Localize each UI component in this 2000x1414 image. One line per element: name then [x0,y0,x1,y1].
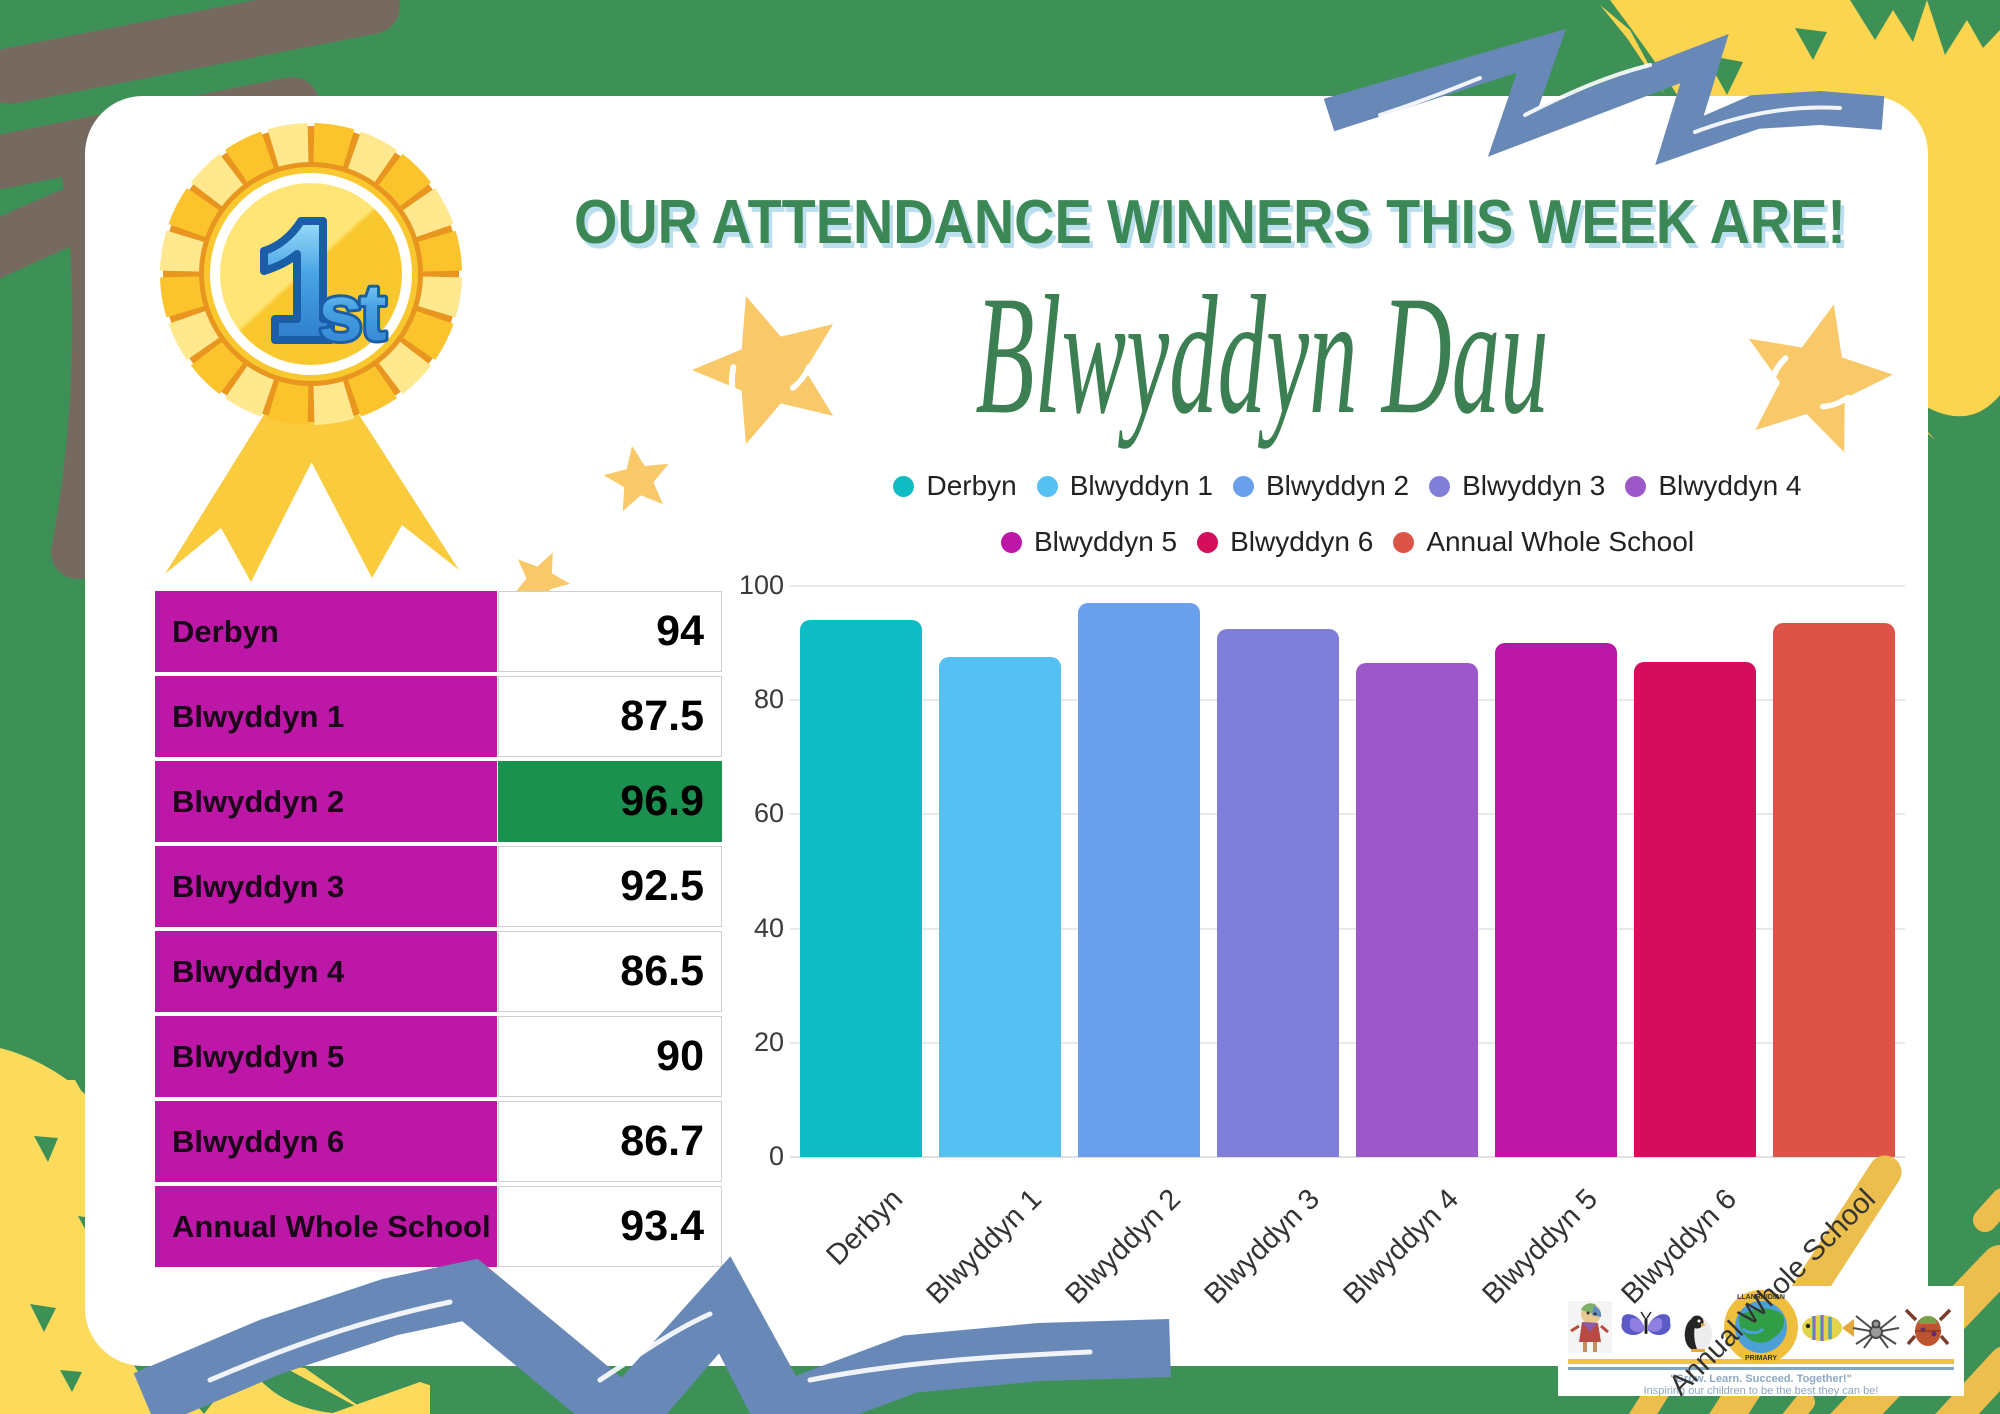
svg-text:LLANRHIDIAN: LLANRHIDIAN [1737,1294,1785,1301]
svg-text:"Grow. Learn. Succeed. Togethe: "Grow. Learn. Succeed. Together!" [1670,1373,1852,1385]
svg-text:PRIMARY: PRIMARY [1745,1355,1777,1362]
svg-text:Inspiring our children to be t: Inspiring our children to be the best th… [1644,1385,1879,1396]
svg-text:st: st [318,268,385,357]
